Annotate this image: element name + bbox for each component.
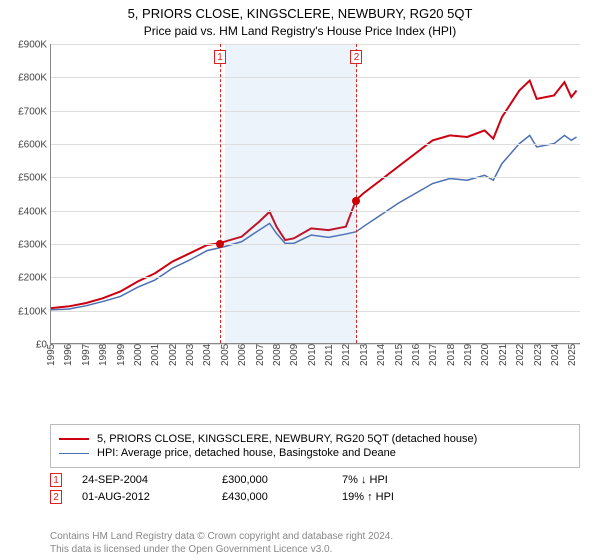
x-axis-tick-label: 2001	[150, 344, 161, 366]
y-axis-tick-label: £200K	[18, 273, 47, 284]
x-axis-tick-label: 2005	[220, 344, 231, 366]
x-axis-tick-label: 1997	[81, 344, 92, 366]
x-axis-tick-label: 2003	[185, 344, 196, 366]
sale-delta: 19% ↑ HPI	[342, 491, 580, 503]
x-axis-tick-label: 1998	[98, 344, 109, 366]
sale-marker-line	[220, 44, 221, 343]
sale-date: 01-AUG-2012	[82, 491, 222, 503]
x-axis-tick-label: 2011	[324, 344, 335, 366]
x-axis-tick-label: 2018	[446, 344, 457, 366]
y-axis-tick-label: £700K	[18, 106, 47, 117]
sale-index-box: 1	[50, 473, 62, 487]
x-axis-tick-label: 2008	[272, 344, 283, 366]
sale-marker-index: 2	[350, 50, 362, 64]
legend-swatch-price-paid	[59, 438, 89, 440]
x-axis-tick-label: 2025	[567, 344, 578, 366]
y-axis-tick-label: £100K	[18, 306, 47, 317]
sale-marker-line	[356, 44, 357, 343]
x-axis-tick-label: 2017	[428, 344, 439, 366]
legend-label-price-paid: 5, PRIORS CLOSE, KINGSCLERE, NEWBURY, RG…	[97, 433, 477, 445]
y-axis-tick-label: £500K	[18, 173, 47, 184]
table-row: 1 24-SEP-2004 £300,000 7% ↓ HPI	[50, 473, 580, 487]
sale-marker-index: 1	[214, 50, 226, 64]
x-axis-tick-label: 2012	[341, 344, 352, 366]
x-axis-tick-label: 2004	[202, 344, 213, 366]
x-axis-tick-label: 2016	[411, 344, 422, 366]
sale-index-box: 2	[50, 490, 62, 504]
legend-label-hpi: HPI: Average price, detached house, Basi…	[97, 447, 396, 459]
table-row: 2 01-AUG-2012 £430,000 19% ↑ HPI	[50, 490, 580, 504]
price-chart: £0£100K£200K£300K£400K£500K£600K£700K£80…	[50, 44, 580, 384]
x-axis-tick-label: 2006	[237, 344, 248, 366]
x-axis-tick-label: 2021	[498, 344, 509, 366]
x-axis-tick-label: 2019	[463, 344, 474, 366]
x-axis-tick-label: 1999	[116, 344, 127, 366]
x-axis-tick-label: 2000	[133, 344, 144, 366]
footer-line: This data is licensed under the Open Gov…	[50, 543, 580, 556]
sale-price: £300,000	[222, 474, 342, 486]
x-axis-tick-label: 2014	[376, 344, 387, 366]
x-axis-tick-label: 2020	[480, 344, 491, 366]
sale-price: £430,000	[222, 491, 342, 503]
x-axis-tick-label: 2015	[394, 344, 405, 366]
x-axis-tick-label: 2009	[289, 344, 300, 366]
x-axis-tick-label: 2013	[359, 344, 370, 366]
x-axis-tick-label: 1995	[46, 344, 57, 366]
page-title: 5, PRIORS CLOSE, KINGSCLERE, NEWBURY, RG…	[0, 6, 600, 21]
x-axis-tick-label: 2022	[515, 344, 526, 366]
y-axis-tick-label: £400K	[18, 206, 47, 217]
y-axis-tick-label: £600K	[18, 140, 47, 151]
x-axis-tick-label: 2023	[533, 344, 544, 366]
sale-marker-dot	[352, 197, 360, 205]
y-axis-tick-label: £900K	[18, 40, 47, 51]
x-axis-tick-label: 2007	[255, 344, 266, 366]
chart-legend: 5, PRIORS CLOSE, KINGSCLERE, NEWBURY, RG…	[50, 424, 580, 468]
sale-delta: 7% ↓ HPI	[342, 474, 580, 486]
sales-table: 1 24-SEP-2004 £300,000 7% ↓ HPI 2 01-AUG…	[50, 470, 580, 507]
legend-swatch-hpi	[59, 453, 89, 454]
x-axis-tick-label: 1996	[63, 344, 74, 366]
y-axis-tick-label: £800K	[18, 73, 47, 84]
x-axis-tick-label: 2010	[307, 344, 318, 366]
footer-line: Contains HM Land Registry data © Crown c…	[50, 530, 580, 543]
y-axis-tick-label: £300K	[18, 240, 47, 251]
x-axis-tick-label: 2024	[550, 344, 561, 366]
sale-marker-dot	[216, 240, 224, 248]
page-subtitle: Price paid vs. HM Land Registry's House …	[0, 24, 600, 38]
attribution-footer: Contains HM Land Registry data © Crown c…	[50, 530, 580, 556]
x-axis-tick-label: 2002	[168, 344, 179, 366]
sale-date: 24-SEP-2004	[82, 474, 222, 486]
